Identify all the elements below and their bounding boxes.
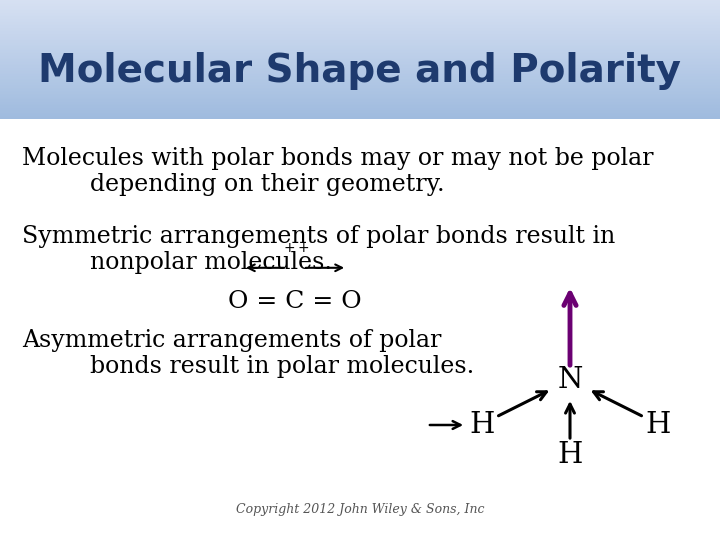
Bar [0, 98, 720, 99]
Bar [0, 116, 720, 117]
Bar [0, 104, 720, 105]
Bar [0, 42, 720, 43]
Bar [0, 52, 720, 53]
Bar [0, 105, 720, 107]
Bar [0, 30, 720, 31]
Bar [0, 37, 720, 39]
Bar [0, 67, 720, 68]
Bar [0, 79, 720, 80]
Bar [0, 34, 720, 36]
Bar [0, 6, 720, 8]
Bar [0, 93, 720, 95]
Bar [0, 21, 720, 22]
Bar [0, 46, 720, 48]
Bar [0, 86, 720, 87]
Text: nonpolar molecules.: nonpolar molecules. [60, 251, 332, 274]
Bar [0, 109, 720, 110]
Bar [0, 58, 720, 59]
Bar [0, 82, 720, 83]
Bar [0, 110, 720, 111]
Text: Molecules with polar bonds may or may not be polar: Molecules with polar bonds may or may no… [22, 147, 654, 170]
Bar [0, 24, 720, 25]
Bar [0, 101, 720, 103]
Bar [0, 71, 720, 73]
Bar [0, 68, 720, 70]
Text: Asymmetric arrangements of polar: Asymmetric arrangements of polar [22, 329, 441, 352]
Text: depending on their geometry.: depending on their geometry. [60, 173, 445, 196]
Bar [0, 95, 720, 97]
Bar [0, 99, 720, 101]
Text: Copyright 2012 John Wiley & Sons, Inc: Copyright 2012 John Wiley & Sons, Inc [235, 503, 485, 516]
Bar [0, 22, 720, 24]
Bar [0, 31, 720, 32]
Bar [0, 65, 720, 67]
Bar [0, 56, 720, 58]
Bar [0, 87, 720, 89]
Bar [0, 103, 720, 104]
Bar [0, 4, 720, 6]
Bar [0, 40, 720, 42]
Bar [0, 70, 720, 71]
Bar [0, 9, 720, 10]
Bar [0, 92, 720, 93]
Bar [0, 26, 720, 28]
Bar [0, 55, 720, 56]
Bar [0, 49, 720, 51]
Bar [0, 85, 720, 86]
Bar [0, 113, 720, 114]
Text: O = C = O: O = C = O [228, 290, 362, 313]
Text: +: + [297, 241, 309, 255]
Bar [0, 64, 720, 65]
Bar [0, 39, 720, 40]
Bar [0, 8, 720, 9]
Bar [0, 51, 720, 52]
Bar [0, 114, 720, 116]
Text: Symmetric arrangements of polar bonds result in: Symmetric arrangements of polar bonds re… [22, 225, 616, 248]
Text: bonds result in polar molecules.: bonds result in polar molecules. [60, 355, 474, 378]
Bar [0, 2, 720, 3]
Text: +: + [283, 241, 294, 255]
Bar [0, 77, 720, 79]
Text: H: H [645, 411, 671, 439]
Text: Molecular Shape and Polarity: Molecular Shape and Polarity [38, 52, 682, 90]
Bar [0, 28, 720, 30]
Text: H: H [469, 411, 495, 439]
Bar [0, 80, 720, 82]
Bar [0, 3, 720, 4]
Bar [0, 48, 720, 49]
Bar [0, 74, 720, 76]
Bar [0, 59, 720, 61]
Bar [0, 14, 720, 15]
Bar [0, 10, 720, 12]
Bar [0, 91, 720, 92]
Bar [0, 19, 720, 21]
Bar [0, 62, 720, 64]
Bar [0, 97, 720, 98]
Bar [0, 43, 720, 45]
Bar [0, 61, 720, 62]
Bar [0, 117, 720, 119]
Bar [0, 16, 720, 18]
Bar [0, 15, 720, 16]
Bar [0, 45, 720, 46]
Bar [0, 12, 720, 14]
Text: H: H [557, 441, 582, 469]
Bar [0, 32, 720, 34]
Bar [0, 0, 720, 2]
Bar [0, 76, 720, 77]
Bar [0, 111, 720, 113]
Bar [0, 107, 720, 109]
Bar [0, 36, 720, 37]
Text: N: N [557, 366, 582, 394]
Bar [0, 83, 720, 85]
Bar [0, 89, 720, 91]
Bar [0, 53, 720, 55]
Bar [0, 18, 720, 19]
Bar [0, 25, 720, 26]
Bar [0, 73, 720, 74]
